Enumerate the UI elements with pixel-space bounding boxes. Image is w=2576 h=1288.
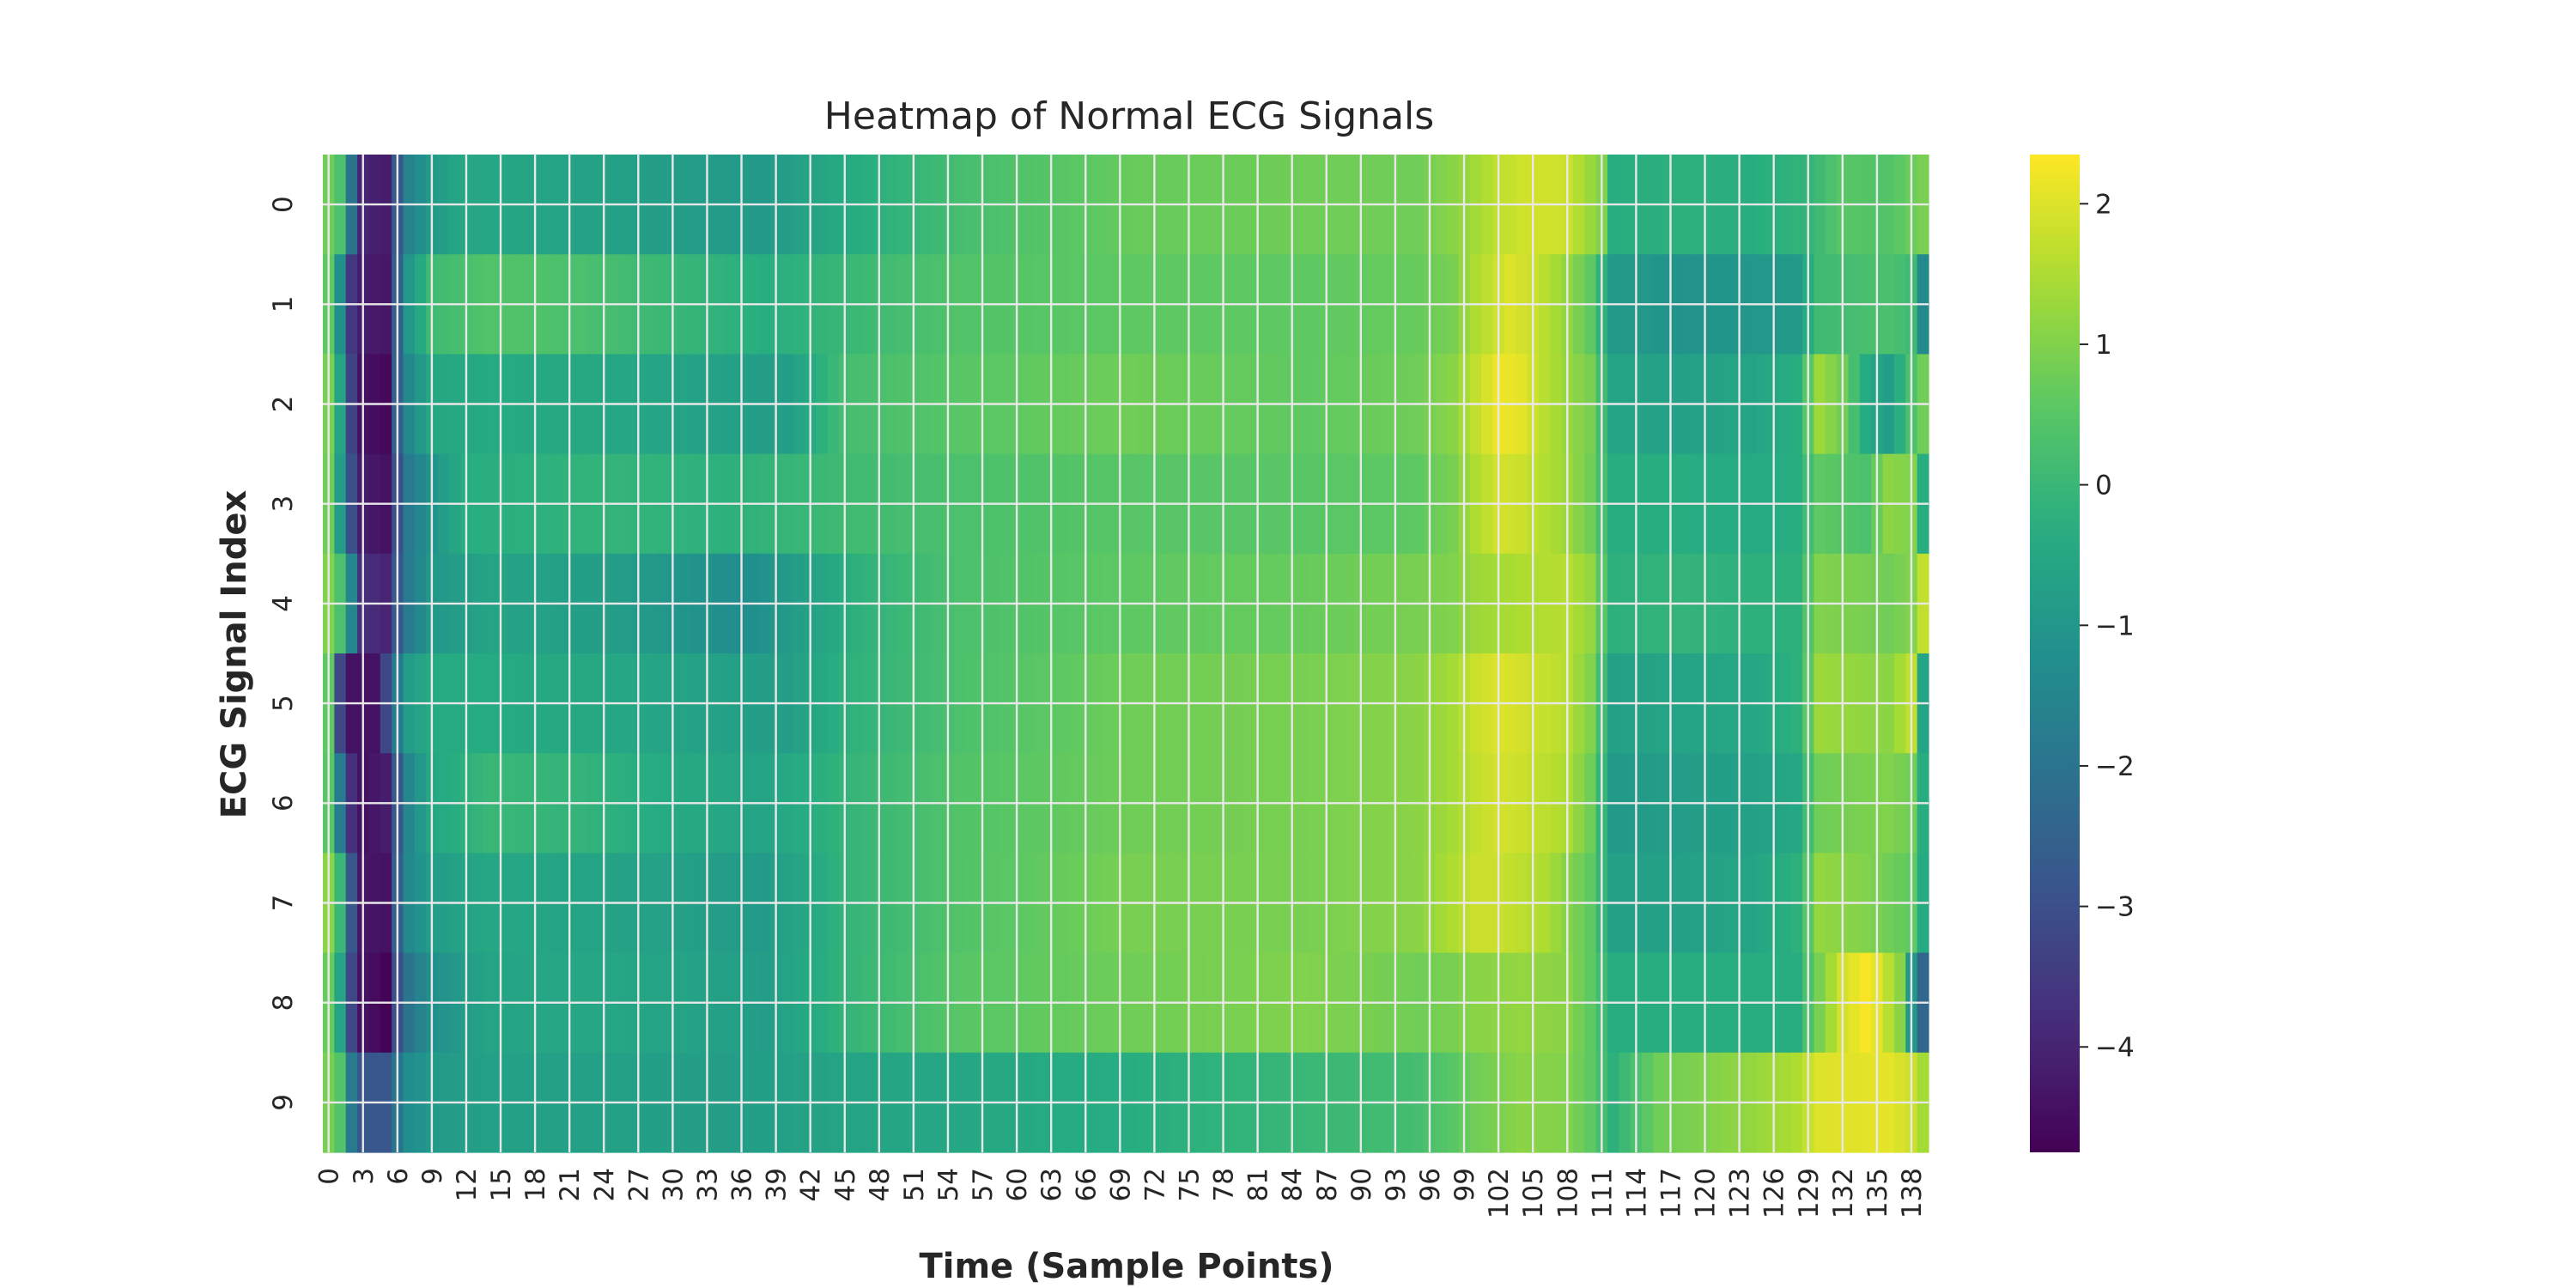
x-tick-label: 36 <box>727 1168 758 1201</box>
x-tick-label: 0 <box>314 1168 345 1185</box>
x-tick-label: 81 <box>1243 1168 1274 1201</box>
x-tick-label: 12 <box>452 1168 483 1201</box>
y-tick-label: 2 <box>268 396 299 413</box>
x-tick-label: 108 <box>1552 1168 1583 1218</box>
chart-title: Heatmap of Normal ECG Signals <box>824 94 1434 138</box>
x-tick-label: 138 <box>1897 1168 1928 1218</box>
x-tick-label: 135 <box>1862 1168 1893 1218</box>
x-tick-label: 54 <box>933 1168 964 1201</box>
x-tick-label: 42 <box>796 1168 827 1201</box>
x-tick-label: 117 <box>1656 1168 1687 1218</box>
x-tick-label: 105 <box>1518 1168 1549 1218</box>
x-tick-label: 6 <box>383 1168 414 1185</box>
x-tick-label: 84 <box>1278 1168 1309 1201</box>
colorbar-tick-label: −4 <box>2095 1032 2135 1063</box>
x-tick-label: 24 <box>589 1168 620 1201</box>
x-tick-label: 18 <box>520 1168 551 1201</box>
x-tick-label: 111 <box>1587 1168 1618 1218</box>
x-tick-label: 30 <box>658 1168 689 1201</box>
y-tick-label: 9 <box>268 1094 299 1111</box>
x-tick-label: 33 <box>693 1168 724 1201</box>
x-tick-label: 114 <box>1621 1168 1652 1218</box>
x-tick-label: 96 <box>1415 1168 1446 1201</box>
x-tick-label: 51 <box>899 1168 930 1201</box>
x-tick-label: 72 <box>1139 1168 1170 1201</box>
x-tick-label: 15 <box>486 1168 517 1201</box>
y-tick-label: 4 <box>268 595 299 612</box>
x-tick-label: 63 <box>1036 1168 1067 1201</box>
x-tick-label: 39 <box>762 1168 793 1201</box>
colorbar-tick-label: 2 <box>2095 189 2112 220</box>
x-tick-label: 21 <box>555 1168 586 1201</box>
y-axis-label: ECG Signal Index <box>215 489 254 818</box>
x-tick-label: 102 <box>1484 1168 1515 1218</box>
y-tick-label: 8 <box>268 994 299 1012</box>
x-tick-label: 93 <box>1381 1168 1412 1201</box>
x-axis-label: Time (Sample Points) <box>919 1247 1334 1286</box>
x-tick-label: 60 <box>1002 1168 1033 1201</box>
x-tick-label: 78 <box>1209 1168 1240 1201</box>
x-tick-label: 132 <box>1828 1168 1859 1218</box>
colorbar-ticks: 2 1 0 −1 −2 −3 −4 <box>2080 189 2135 1063</box>
x-tick-label: 9 <box>417 1168 448 1185</box>
y-tick-label: 1 <box>268 295 299 313</box>
y-tick-label: 7 <box>268 895 299 912</box>
x-tick-label: 99 <box>1449 1168 1480 1201</box>
heatmap-grid <box>323 155 1929 1152</box>
x-tick-label: 3 <box>349 1168 380 1185</box>
x-tick-label: 75 <box>1175 1168 1206 1201</box>
x-tick-label: 45 <box>830 1168 861 1201</box>
x-tick-label: 87 <box>1312 1168 1343 1201</box>
x-tick-label: 120 <box>1691 1168 1722 1218</box>
x-tick-label: 27 <box>623 1168 654 1201</box>
x-tick-label: 48 <box>865 1168 896 1201</box>
x-tick-label: 90 <box>1346 1168 1377 1201</box>
x-tick-label: 69 <box>1105 1168 1136 1201</box>
x-tick-label: 123 <box>1725 1168 1756 1218</box>
x-tick-label: 126 <box>1759 1168 1790 1218</box>
colorbar-tick-label: 1 <box>2095 330 2112 361</box>
colorbar-tick-label: −1 <box>2095 611 2135 641</box>
colorbar-tick-label: 0 <box>2095 471 2112 501</box>
y-tick-label: 5 <box>268 695 299 712</box>
y-tick-label: 0 <box>268 196 299 213</box>
y-tick-label: 3 <box>268 495 299 513</box>
y-tick-labels: 0 1 2 3 4 5 6 7 8 9 <box>268 196 299 1111</box>
y-tick-label: 6 <box>268 794 299 811</box>
x-tick-label: 57 <box>968 1168 999 1201</box>
colorbar-tick-label: −2 <box>2095 751 2135 782</box>
x-tick-label: 66 <box>1071 1168 1102 1201</box>
colorbar <box>2030 155 2080 1152</box>
x-tick-labels: 0 3 6 9 12 15 18 21 24 27 30 33 36 39 42 45 48 51 54 57 60 63… <box>314 1168 1928 1218</box>
colorbar-tick-label: −3 <box>2095 892 2135 923</box>
x-tick-label: 129 <box>1794 1168 1825 1218</box>
